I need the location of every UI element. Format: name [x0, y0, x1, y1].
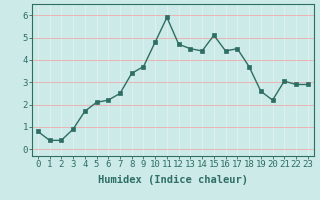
X-axis label: Humidex (Indice chaleur): Humidex (Indice chaleur): [98, 175, 248, 185]
